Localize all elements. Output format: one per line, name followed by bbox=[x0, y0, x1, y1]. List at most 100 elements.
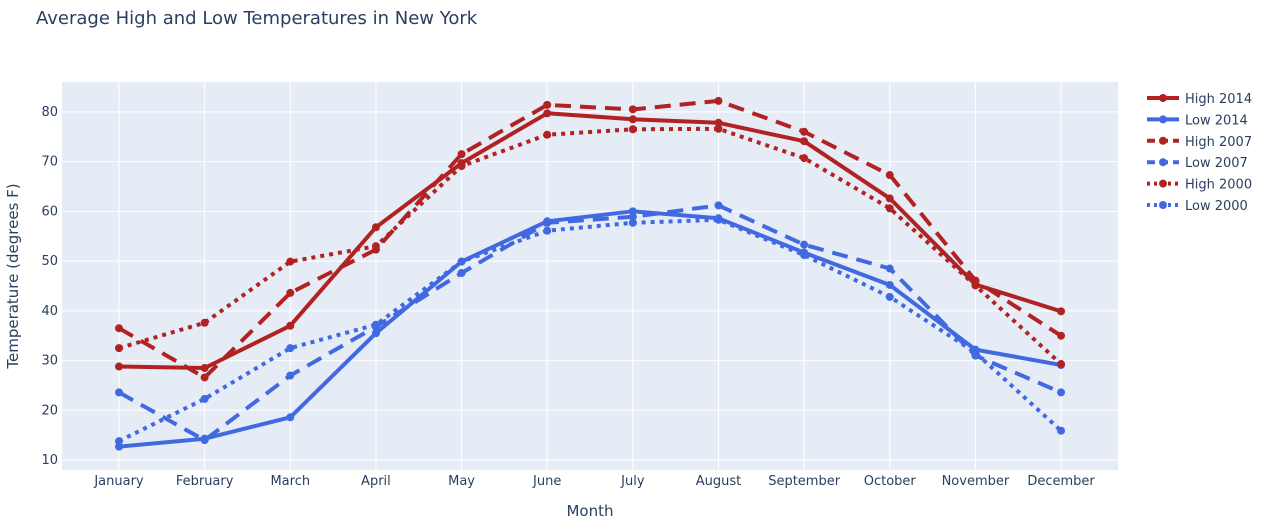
legend-item-low-2014[interactable]: Low 2014 bbox=[1147, 113, 1248, 128]
y-tick-label: 70 bbox=[41, 155, 58, 170]
data-point[interactable] bbox=[714, 124, 723, 133]
legend-marker bbox=[1159, 201, 1167, 209]
series-low-2000 bbox=[115, 215, 1066, 446]
data-point[interactable] bbox=[885, 194, 894, 203]
data-point[interactable] bbox=[800, 127, 809, 136]
legend-item-low-2000[interactable]: Low 2000 bbox=[1147, 199, 1248, 214]
data-point[interactable] bbox=[457, 162, 466, 171]
y-tick-labels: 10 20 30 40 50 60 70 80 bbox=[41, 105, 58, 468]
data-point[interactable] bbox=[800, 154, 809, 163]
y-tick-label: 60 bbox=[41, 204, 58, 219]
x-tick-labels: January February March April May June July Augu… bbox=[93, 474, 1095, 489]
data-point[interactable] bbox=[286, 257, 295, 266]
x-tick-label: January bbox=[93, 474, 144, 489]
legend-label: High 2014 bbox=[1185, 92, 1252, 107]
data-point[interactable] bbox=[1057, 388, 1066, 397]
data-point[interactable] bbox=[885, 280, 894, 289]
data-point[interactable] bbox=[714, 96, 723, 105]
data-point[interactable] bbox=[200, 436, 209, 445]
data-point[interactable] bbox=[115, 437, 123, 446]
legend-label: Low 2000 bbox=[1185, 199, 1248, 214]
data-point[interactable] bbox=[115, 324, 123, 333]
legend-label: Low 2014 bbox=[1185, 113, 1248, 128]
data-point[interactable] bbox=[371, 329, 380, 338]
data-point[interactable] bbox=[115, 344, 123, 353]
data-point[interactable] bbox=[543, 130, 552, 139]
x-tick-label: November bbox=[942, 474, 1010, 489]
data-point[interactable] bbox=[286, 371, 295, 380]
data-point[interactable] bbox=[800, 137, 809, 146]
data-point[interactable] bbox=[115, 442, 123, 451]
legend-marker bbox=[1159, 94, 1167, 102]
data-point[interactable] bbox=[200, 394, 209, 403]
data-point[interactable] bbox=[543, 100, 552, 109]
data-point[interactable] bbox=[457, 150, 466, 159]
x-tick-label: April bbox=[361, 474, 391, 489]
data-point[interactable] bbox=[628, 207, 637, 216]
legend-label: Low 2007 bbox=[1185, 156, 1248, 171]
data-point[interactable] bbox=[885, 204, 894, 213]
data-point[interactable] bbox=[1057, 426, 1066, 435]
data-point[interactable] bbox=[115, 388, 123, 397]
data-point[interactable] bbox=[286, 288, 295, 297]
x-tick-label: September bbox=[768, 474, 841, 489]
data-point[interactable] bbox=[971, 281, 980, 290]
legend-item-low-2007[interactable]: Low 2007 bbox=[1147, 156, 1248, 171]
series-line bbox=[118, 98, 1063, 380]
data-point[interactable] bbox=[800, 240, 809, 249]
legend-item-high-2007[interactable]: High 2007 bbox=[1147, 135, 1252, 150]
series-line bbox=[118, 203, 1062, 443]
data-point[interactable] bbox=[371, 223, 380, 232]
legend-item-high-2014[interactable]: High 2014 bbox=[1147, 92, 1252, 107]
x-tick-label: August bbox=[696, 474, 742, 489]
data-point[interactable] bbox=[1057, 360, 1066, 369]
y-tick-label: 10 bbox=[41, 453, 58, 468]
data-point[interactable] bbox=[1057, 331, 1066, 340]
data-point[interactable] bbox=[714, 215, 723, 224]
series-high-2000 bbox=[115, 124, 1066, 369]
data-point[interactable] bbox=[628, 105, 637, 114]
data-point[interactable] bbox=[628, 218, 637, 227]
data-point[interactable] bbox=[885, 171, 894, 180]
data-point[interactable] bbox=[885, 264, 894, 273]
legend-label: High 2000 bbox=[1185, 178, 1252, 193]
legend[interactable]: High 2014 Low 2014 High 2007 Low 2007 High 2… bbox=[1147, 92, 1252, 214]
legend-marker bbox=[1159, 136, 1167, 145]
data-point[interactable] bbox=[200, 373, 209, 382]
data-point[interactable] bbox=[200, 364, 209, 373]
data-point[interactable] bbox=[628, 115, 637, 124]
data-point[interactable] bbox=[543, 226, 552, 235]
data-point[interactable] bbox=[628, 212, 637, 221]
data-point[interactable] bbox=[543, 218, 552, 227]
series-line bbox=[118, 111, 1062, 370]
x-tick-label: June bbox=[532, 474, 561, 489]
data-point[interactable] bbox=[286, 413, 295, 422]
y-tick-label: 80 bbox=[41, 105, 58, 120]
data-point[interactable] bbox=[371, 320, 380, 329]
x-tick-label: December bbox=[1027, 474, 1095, 489]
data-point[interactable] bbox=[971, 348, 980, 357]
data-point[interactable] bbox=[286, 344, 295, 353]
data-point[interactable] bbox=[714, 118, 723, 127]
legend-label: High 2007 bbox=[1185, 135, 1252, 150]
y-tick-label: 50 bbox=[41, 254, 58, 269]
series-group bbox=[115, 96, 1066, 451]
data-point[interactable] bbox=[543, 109, 552, 118]
data-point[interactable] bbox=[200, 318, 209, 327]
plot-area bbox=[62, 82, 1118, 470]
legend-item-high-2000[interactable]: High 2000 bbox=[1147, 178, 1252, 193]
data-point[interactable] bbox=[457, 269, 466, 278]
data-point[interactable] bbox=[800, 251, 809, 260]
data-point[interactable] bbox=[885, 292, 894, 301]
data-point[interactable] bbox=[286, 321, 295, 330]
series-line bbox=[118, 126, 1063, 366]
series-line bbox=[118, 217, 1063, 443]
data-point[interactable] bbox=[714, 201, 723, 210]
data-point[interactable] bbox=[115, 362, 123, 371]
data-point[interactable] bbox=[371, 242, 380, 251]
x-tick-label: July bbox=[620, 474, 645, 489]
data-point[interactable] bbox=[457, 257, 466, 266]
data-point[interactable] bbox=[628, 125, 637, 134]
data-point[interactable] bbox=[1057, 307, 1066, 316]
